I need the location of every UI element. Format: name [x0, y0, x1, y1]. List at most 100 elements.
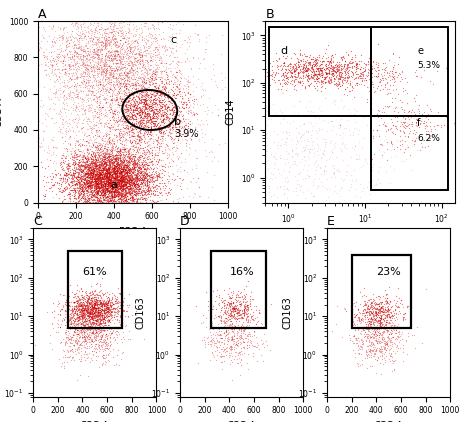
Point	[132, 106, 139, 113]
Point	[102, 173, 109, 179]
Point	[81, 328, 88, 335]
Point	[280, 60, 288, 66]
Point	[89, 152, 96, 159]
Point	[94, 187, 102, 194]
Point	[358, 315, 365, 322]
Point	[212, 99, 220, 106]
Point	[97, 173, 105, 180]
Point	[88, 160, 95, 166]
Point	[327, 56, 335, 62]
Point	[121, 38, 129, 45]
Point	[137, 179, 145, 185]
Point	[100, 68, 107, 75]
Point	[155, 143, 163, 150]
Point	[356, 308, 363, 315]
Point	[140, 106, 148, 112]
Point	[146, 125, 154, 132]
Point	[88, 295, 95, 301]
Point	[101, 156, 109, 163]
Point	[141, 68, 149, 75]
Point	[84, 166, 92, 173]
Point	[224, 291, 232, 298]
Point	[111, 162, 119, 169]
Point	[144, 153, 152, 160]
Point	[131, 24, 138, 30]
Point	[286, 63, 293, 70]
Point	[82, 182, 89, 189]
Point	[99, 66, 107, 73]
Point	[81, 154, 89, 161]
Point	[351, 57, 359, 64]
Point	[75, 179, 83, 186]
Point	[97, 116, 104, 122]
Point	[301, 85, 309, 92]
Point	[88, 44, 95, 51]
Point	[142, 187, 150, 193]
Point	[155, 18, 162, 24]
Point	[189, 54, 197, 60]
Point	[226, 310, 234, 316]
Point	[78, 307, 85, 314]
Point	[158, 79, 165, 86]
Point	[378, 320, 385, 327]
Point	[78, 168, 86, 175]
Point	[80, 344, 87, 350]
Point	[134, 175, 141, 182]
Point	[382, 84, 389, 91]
Point	[353, 336, 360, 343]
Point	[320, 57, 328, 64]
Point	[135, 114, 142, 121]
Point	[99, 173, 107, 180]
Point	[137, 85, 145, 92]
Point	[74, 136, 82, 143]
Point	[162, 126, 170, 133]
Point	[85, 85, 92, 92]
Point	[75, 159, 82, 165]
Point	[146, 113, 154, 120]
Point	[415, 114, 422, 121]
Point	[110, 162, 118, 168]
Point	[142, 171, 150, 178]
Point	[100, 186, 108, 193]
Point	[77, 56, 84, 62]
Point	[165, 120, 173, 127]
Point	[105, 72, 113, 78]
Point	[155, 94, 163, 101]
Point	[67, 356, 74, 363]
Point	[92, 160, 100, 166]
Point	[129, 94, 137, 101]
Point	[231, 305, 239, 312]
Point	[116, 184, 123, 190]
Point	[86, 300, 93, 306]
Point	[67, 82, 75, 89]
Point	[155, 168, 162, 175]
Point	[109, 75, 117, 82]
Point	[67, 316, 75, 322]
Point	[353, 311, 360, 318]
Point	[158, 57, 165, 63]
Point	[154, 18, 161, 24]
Point	[155, 128, 163, 135]
Point	[125, 154, 132, 161]
Point	[371, 305, 379, 311]
Point	[69, 172, 76, 179]
Point	[79, 194, 87, 201]
Point	[154, 46, 161, 52]
Point	[121, 119, 129, 125]
Point	[106, 196, 114, 203]
Point	[96, 175, 103, 181]
Point	[376, 321, 384, 327]
Point	[187, 66, 195, 73]
Point	[373, 306, 381, 313]
Point	[137, 52, 144, 59]
Point	[376, 311, 384, 318]
Point	[153, 91, 161, 97]
Point	[192, 84, 200, 90]
Point	[155, 180, 163, 187]
Point	[75, 114, 82, 120]
Point	[111, 62, 119, 69]
Point	[394, 303, 401, 310]
Point	[116, 185, 123, 192]
Point	[114, 306, 121, 313]
Point	[367, 76, 375, 83]
